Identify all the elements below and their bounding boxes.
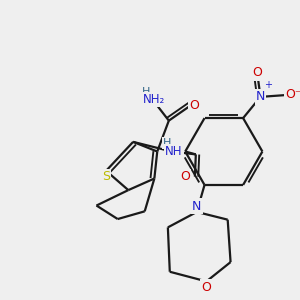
Text: O: O bbox=[202, 281, 212, 294]
Text: H: H bbox=[142, 87, 150, 97]
Text: H: H bbox=[163, 138, 171, 148]
Text: S: S bbox=[102, 170, 110, 183]
Text: O: O bbox=[253, 66, 262, 79]
Text: N: N bbox=[256, 90, 265, 104]
Text: NH: NH bbox=[165, 145, 182, 158]
Text: +: + bbox=[264, 80, 272, 90]
Text: O⁻: O⁻ bbox=[285, 88, 300, 101]
Text: N: N bbox=[192, 200, 202, 213]
Text: O: O bbox=[180, 170, 190, 183]
Text: NH₂: NH₂ bbox=[143, 93, 166, 106]
Text: O: O bbox=[189, 99, 199, 112]
